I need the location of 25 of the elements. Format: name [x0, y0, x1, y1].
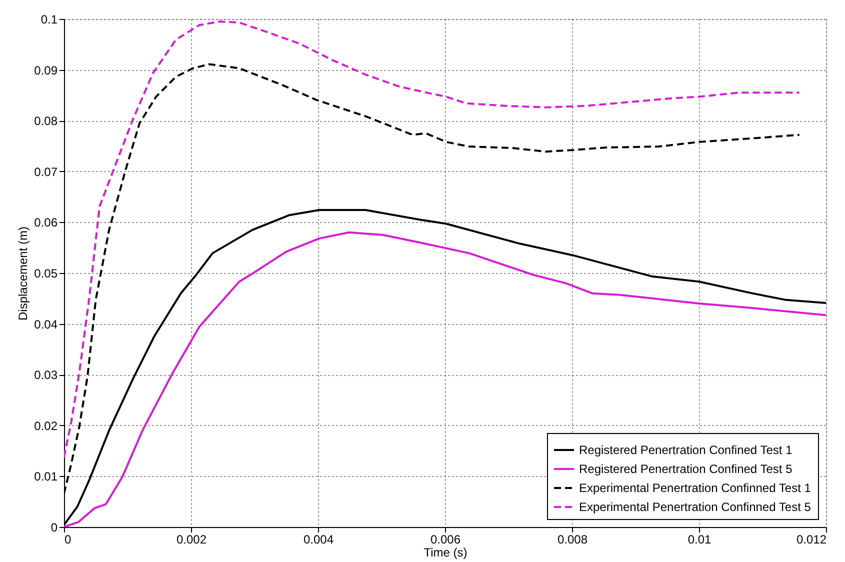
- y-tick-label: 0.03: [34, 368, 58, 382]
- y-tick-label: 0.06: [34, 216, 58, 230]
- x-tick-label: 0.004: [303, 532, 334, 546]
- x-axis-title: Time (s): [424, 546, 468, 560]
- y-tick-label: 0.01: [34, 470, 58, 484]
- y-tick-label: 0.1: [40, 12, 58, 26]
- x-tick-label: 0.01: [688, 532, 712, 546]
- x-tick-label: 0.006: [430, 532, 461, 546]
- y-tick-label: 0.09: [34, 63, 58, 78]
- y-tick-label: 0.05: [34, 266, 58, 280]
- y-axis-title: Displacement (m): [16, 226, 30, 321]
- y-tick-label: 0.02: [34, 418, 58, 433]
- x-tick-label: 0.002: [176, 532, 207, 546]
- y-tick-label: 0.07: [34, 164, 58, 179]
- legend-label: Registered Penertration Confined Test 1: [579, 443, 793, 457]
- x-tick-label: 0.008: [557, 532, 588, 546]
- x-tick-label: 0.012: [796, 532, 827, 546]
- x-tick-label: 0: [64, 532, 72, 546]
- y-tick-label: 0: [50, 520, 58, 534]
- y-tick-label: 0.08: [34, 114, 58, 128]
- y-tick-label: 0.04: [34, 317, 58, 332]
- line-series: [64, 20, 800, 458]
- legend-label: Experimental Penertration Confinned Test 5: [579, 500, 812, 514]
- legend-label: Experimental Penertration Confinned Test 1: [579, 481, 812, 495]
- legend-label: Registered Penertration Confined Test 5: [579, 462, 793, 476]
